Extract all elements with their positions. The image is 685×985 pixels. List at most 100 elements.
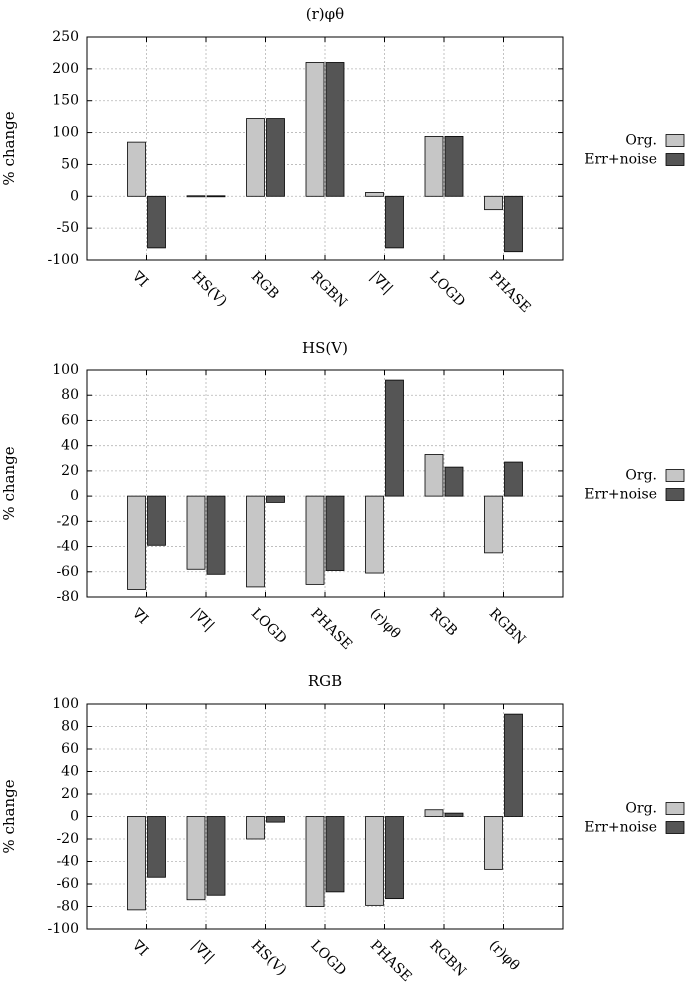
legend: Org. Err+noise <box>584 801 685 836</box>
y-tick-label: -40 <box>56 854 79 870</box>
bar-err-noise-4 <box>325 495 345 571</box>
bar-err-noise-6 <box>444 466 464 497</box>
bar-err-noise-1 <box>147 195 166 249</box>
chart-panel-1: (r)φθ -100 -50 0 50 100 150 200 250 ∇I HS(V) RGB RGB… <box>0 5 685 316</box>
x-category-label: PHASE <box>367 937 415 985</box>
plot-frame <box>86 703 564 930</box>
y-tick-label: -100 <box>48 252 79 268</box>
bar-err-noise-4 <box>325 62 345 197</box>
bar-err-noise-2 <box>206 195 226 198</box>
y-tick-label: -50 <box>56 220 79 236</box>
x-category-label: LOGD <box>426 268 468 310</box>
y-tick-label: 80 <box>61 387 79 403</box>
bar-org-5 <box>365 816 384 906</box>
bar-err-noise-2 <box>206 495 226 575</box>
y-tick-label: 40 <box>61 438 79 454</box>
bar-org-6 <box>424 135 444 197</box>
y-tick-label: 80 <box>61 719 79 735</box>
x-category-label: PHASE <box>307 605 355 653</box>
x-category-label: LOGD <box>248 605 290 647</box>
x-category-label: ∇I <box>129 268 151 290</box>
y-tick-label: 60 <box>61 412 79 428</box>
y-tick-label: 0 <box>70 188 79 204</box>
bar-err-noise-3 <box>266 118 285 197</box>
y-tick-label: 100 <box>52 696 79 712</box>
y-tick-label: -80 <box>56 589 79 605</box>
bar-org-3 <box>246 118 265 197</box>
legend-label: Err+noise <box>584 820 657 836</box>
y-axis-label: % change <box>0 779 18 853</box>
bar-err-noise-6 <box>444 135 464 197</box>
bar-org-7 <box>484 816 503 870</box>
chart-title: RGB <box>308 672 342 690</box>
legend: Org. Err+noise <box>584 133 685 168</box>
chart-title: (r)φθ <box>306 5 344 23</box>
legend-swatch-org <box>665 802 685 815</box>
bar-err-noise-5 <box>385 816 404 900</box>
bar-org-4 <box>305 495 325 585</box>
bar-err-noise-1 <box>147 816 166 878</box>
chart-panel-3: RGB -100 -80 -60 -40 -20 0 20 40 60 80 100 ∇I |∇I| HS(… <box>0 672 685 985</box>
bar-err-noise-3 <box>266 816 285 823</box>
plot-frame <box>86 36 564 261</box>
x-category-label: RGBN <box>307 268 350 311</box>
legend-swatch-org <box>665 134 685 147</box>
bar-org-5 <box>365 495 384 574</box>
legend-label: Org. <box>625 801 657 817</box>
y-tick-label: 50 <box>61 156 79 172</box>
y-tick-label: -60 <box>56 876 79 892</box>
chart-title: HS(V) <box>302 339 348 357</box>
y-tick-label: 0 <box>70 809 79 825</box>
legend-swatch-err-noise <box>665 488 685 501</box>
y-tick-label: 100 <box>52 362 79 378</box>
bar-org-6 <box>424 809 444 817</box>
y-tick-label: 60 <box>61 741 79 757</box>
bar-org-7 <box>484 495 503 554</box>
bar-err-noise-7 <box>504 713 523 817</box>
legend-swatch-org <box>665 469 685 482</box>
bar-err-noise-3 <box>266 495 285 503</box>
y-tick-label: 250 <box>52 29 79 45</box>
legend-label: Org. <box>625 133 657 149</box>
bar-org-2 <box>186 195 206 198</box>
y-tick-label: -80 <box>56 899 79 915</box>
x-category-label: (r)φθ <box>486 937 523 974</box>
bar-org-2 <box>186 816 206 901</box>
x-category-label: (r)φθ <box>367 605 404 642</box>
x-category-label: |∇I| <box>367 268 396 297</box>
y-tick-label: 200 <box>52 61 79 77</box>
bar-org-1 <box>127 141 146 197</box>
legend-label: Err+noise <box>584 487 657 503</box>
bar-org-3 <box>246 816 265 840</box>
y-tick-label: 20 <box>61 786 79 802</box>
bar-org-4 <box>305 816 325 907</box>
x-category-label: HS(V) <box>188 268 230 310</box>
bar-err-noise-6 <box>444 812 464 817</box>
bar-org-5 <box>365 192 384 197</box>
y-tick-label: 0 <box>70 488 79 504</box>
legend-label: Err+noise <box>584 152 657 168</box>
plot-frame <box>86 369 564 598</box>
x-category-label: RGB <box>248 268 282 302</box>
bar-org-7 <box>484 195 503 211</box>
x-category-label: PHASE <box>486 268 534 316</box>
legend-swatch-err-noise <box>665 153 685 166</box>
bar-org-4 <box>305 62 325 197</box>
bar-err-noise-5 <box>385 195 404 249</box>
x-category-label: ∇I <box>129 937 151 959</box>
bar-org-1 <box>127 495 146 590</box>
legend-label: Org. <box>625 468 657 484</box>
y-tick-label: 20 <box>61 463 79 479</box>
x-category-label: ∇I <box>129 605 151 627</box>
y-tick-label: -60 <box>56 564 79 580</box>
legend-swatch-err-noise <box>665 821 685 834</box>
y-tick-label: -20 <box>56 513 79 529</box>
bar-err-noise-7 <box>504 195 523 253</box>
chart-panel-2: HS(V) -80 -60 -40 -20 0 20 40 60 80 100 ∇I |∇I| LOGD P… <box>0 339 685 653</box>
y-tick-label: 40 <box>61 764 79 780</box>
y-tick-label: -40 <box>56 539 79 555</box>
bar-err-noise-5 <box>385 379 404 497</box>
y-axis-label: % change <box>0 111 18 185</box>
x-category-label: RGBN <box>486 605 529 648</box>
